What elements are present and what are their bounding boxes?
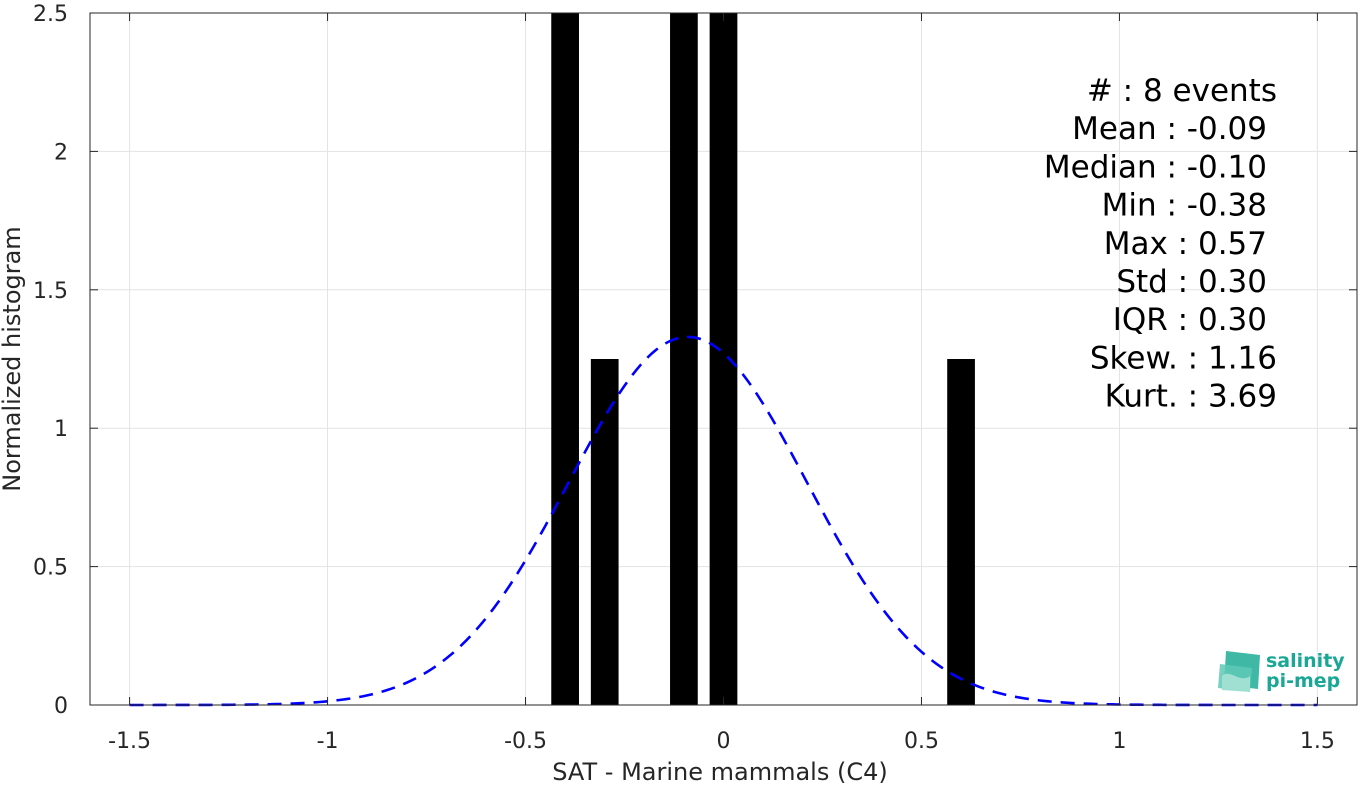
y-axis-ticks: 0 0.5 1 1.5 2 2.5 xyxy=(33,2,1357,719)
stat-line: Skew. : 1.16 xyxy=(1090,340,1277,376)
logo-line2: pi-mep xyxy=(1266,670,1340,692)
y-tick-label: 1 xyxy=(54,417,68,442)
histogram-bar xyxy=(551,13,579,705)
x-tick-label: -0.5 xyxy=(504,729,547,754)
histogram-bar xyxy=(590,359,619,705)
stat-line: Kurt. : 3.69 xyxy=(1105,379,1277,415)
stat-line: # : 8 events xyxy=(1087,73,1277,109)
stat-line: Median : -0.10 xyxy=(1044,149,1267,185)
x-tick-label: 0.5 xyxy=(904,729,939,754)
histogram-bars xyxy=(551,13,975,705)
y-axis-label: Normalized histogram xyxy=(0,226,26,491)
stat-line: Std : 0.30 xyxy=(1116,264,1267,300)
x-axis-ticks: -1.5 -1 -0.5 0 0.5 1 1.5 xyxy=(108,13,1335,754)
stat-line: Mean : -0.09 xyxy=(1072,111,1267,147)
x-tick-label: 1.5 xyxy=(1300,729,1335,754)
histogram-bar xyxy=(709,13,738,705)
x-tick-label: -1.5 xyxy=(108,729,151,754)
y-tick-label: 1.5 xyxy=(33,279,68,304)
y-tick-label: 0 xyxy=(54,694,68,719)
logo-line1: salinity xyxy=(1266,650,1345,672)
x-tick-label: 1 xyxy=(1112,729,1126,754)
y-tick-label: 2 xyxy=(54,140,68,165)
y-tick-label: 0.5 xyxy=(33,556,68,581)
y-tick-label: 2.5 xyxy=(33,2,68,27)
stat-line: Max : 0.57 xyxy=(1104,226,1267,262)
logo-mark-icon xyxy=(1218,651,1260,692)
histogram-bar xyxy=(670,13,698,705)
stat-line: IQR : 0.30 xyxy=(1113,302,1267,338)
stat-line: Min : -0.38 xyxy=(1102,188,1267,224)
x-axis-label: SAT - Marine mammals (C4) xyxy=(552,758,887,785)
x-tick-label: -1 xyxy=(317,729,339,754)
histogram-bar xyxy=(947,359,975,705)
salinity-pimep-logo: salinity pi-mep xyxy=(1218,650,1345,692)
x-tick-label: 0 xyxy=(717,729,731,754)
